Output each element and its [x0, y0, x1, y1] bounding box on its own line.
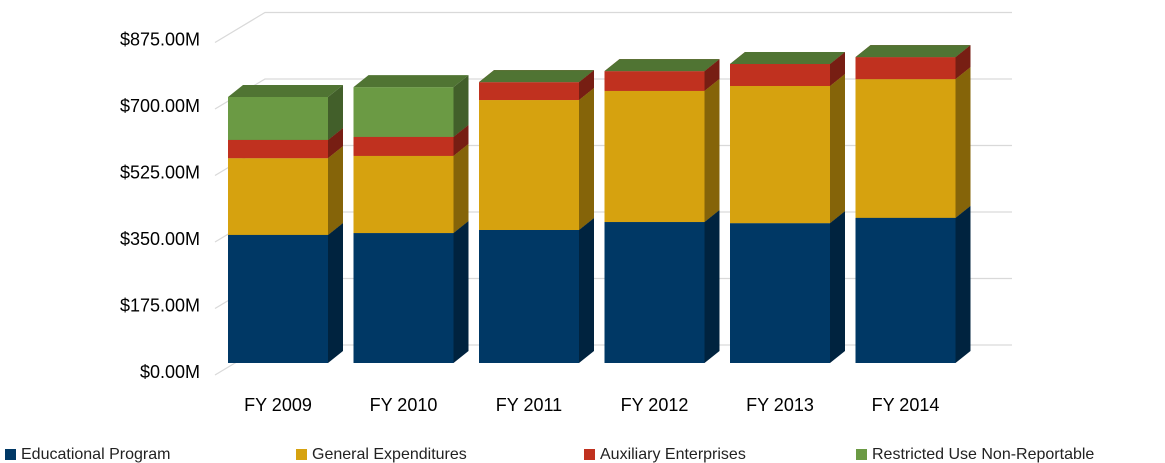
- bar-front: [353, 136, 454, 156]
- bar-side: [955, 67, 971, 218]
- bar-segment: [730, 211, 845, 363]
- bar-front: [228, 158, 328, 235]
- legend-label: Restricted Use Non-Reportable: [872, 446, 1094, 463]
- bar-segment: [855, 45, 971, 58]
- bar-segment: [604, 78, 720, 223]
- bar-segment: [604, 59, 720, 72]
- bar-front: [730, 63, 830, 86]
- legend-label: Auxiliary Enterprises: [600, 446, 746, 463]
- bar-front: [855, 79, 956, 218]
- bar-segment: [479, 70, 594, 83]
- bar-side: [453, 143, 469, 234]
- y-tick-label: $0.00M: [140, 362, 200, 382]
- grid-line: [214, 11, 1012, 44]
- bar-side: [704, 210, 720, 363]
- bar-front: [479, 230, 579, 363]
- bar-side: [579, 218, 594, 363]
- legend-swatch: [856, 449, 867, 460]
- bar-side: [830, 51, 845, 86]
- y-tick-label: $350.00M: [120, 229, 200, 249]
- y-tick-label: $525.00M: [120, 162, 200, 182]
- bar-side: [955, 205, 971, 363]
- bar-segment: [353, 221, 469, 363]
- bar-segment: [855, 67, 971, 218]
- bar-side: [830, 211, 845, 363]
- bar-segment: [479, 88, 594, 230]
- x-tick-label: FY 2014: [872, 395, 940, 415]
- x-tick-label: FY 2012: [621, 395, 689, 415]
- bar-segment: [353, 75, 469, 137]
- x-tick-label: FY 2013: [746, 395, 814, 415]
- bar-side: [830, 73, 845, 224]
- bar-front: [604, 71, 705, 91]
- x-tick-label: FY 2011: [496, 395, 562, 415]
- bar-front: [479, 82, 579, 101]
- bar-front: [353, 87, 454, 137]
- legend-label: Educational Program: [21, 446, 170, 463]
- bar-segment: [228, 85, 343, 140]
- bar-segment: [604, 210, 720, 363]
- bar-side: [704, 59, 720, 91]
- legend-swatch: [584, 449, 595, 460]
- bar-segment: [228, 222, 343, 363]
- bar-segment: [353, 143, 469, 234]
- bar-front: [855, 57, 956, 80]
- legend-swatch: [5, 449, 16, 460]
- y-tick-label: $700.00M: [120, 96, 200, 116]
- bar-side: [328, 127, 343, 159]
- y-tick-label: $175.00M: [120, 295, 200, 315]
- x-tick-label: FY 2009: [244, 395, 312, 415]
- bar-side: [955, 45, 971, 80]
- bar-side: [328, 146, 343, 235]
- bar-top: [604, 59, 720, 72]
- bar-segment: [479, 218, 594, 363]
- bar-segment: [730, 51, 845, 64]
- bar-segment: [855, 205, 971, 363]
- bar-segment: [730, 73, 845, 224]
- bar-front: [353, 155, 454, 234]
- bar-front: [604, 222, 705, 363]
- x-tick-label: FY 2010: [370, 395, 438, 415]
- bar-top: [479, 70, 594, 83]
- bar-side: [453, 75, 469, 137]
- bar-front: [228, 139, 328, 159]
- bar-top: [353, 75, 469, 88]
- bar-side: [579, 88, 594, 230]
- bar-top: [855, 45, 971, 58]
- bar-front: [228, 97, 328, 140]
- bar-top: [730, 51, 845, 64]
- y-tick-label: $875.00M: [120, 29, 200, 49]
- bar-side: [704, 59, 720, 72]
- bar-side: [704, 78, 720, 223]
- bar-front: [353, 233, 454, 363]
- bar-front: [228, 234, 328, 363]
- legend-label: General Expenditures: [312, 446, 467, 463]
- bar-top: [228, 85, 343, 97]
- bar-front: [855, 217, 956, 363]
- bar-segment: [228, 146, 343, 235]
- bar-front: [730, 85, 830, 224]
- bar-side: [328, 85, 343, 140]
- bar-side: [579, 70, 594, 101]
- bar-side: [453, 221, 469, 363]
- bar-front: [730, 223, 830, 363]
- bar-front: [479, 100, 579, 230]
- bar-front: [604, 90, 705, 223]
- bar-side: [453, 124, 469, 156]
- bar-side: [328, 222, 343, 363]
- legend-swatch: [296, 449, 307, 460]
